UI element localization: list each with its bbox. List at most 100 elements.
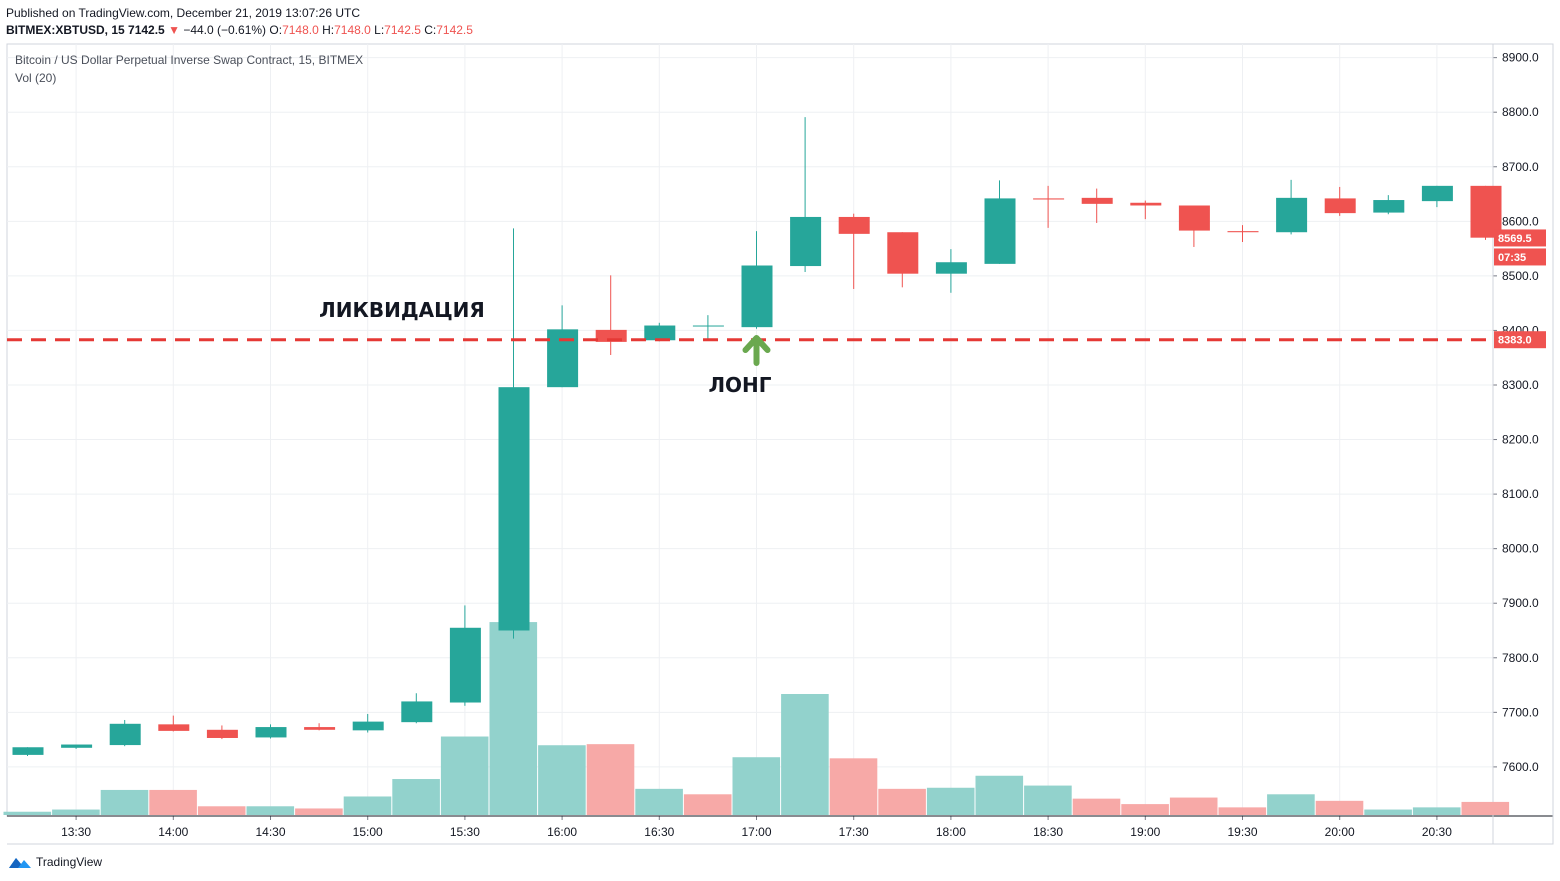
y-tick-label: 8600.0: [1502, 214, 1539, 228]
x-tick-label: 19:30: [1227, 825, 1257, 839]
candle-body[interactable]: [790, 216, 822, 267]
candle-body[interactable]: [935, 262, 967, 274]
volume-bar: [149, 789, 197, 815]
candle-body[interactable]: [61, 744, 93, 748]
y-tick-label: 8000.0: [1502, 542, 1539, 556]
volume-bar: [878, 788, 926, 815]
close-value: 7142.5: [436, 23, 473, 37]
open-label: O:: [269, 23, 283, 37]
last-price: 7142.5: [128, 23, 165, 37]
volume-bar: [52, 809, 100, 815]
candle-body[interactable]: [1276, 197, 1308, 233]
candle-body[interactable]: [352, 721, 384, 731]
volume-bar: [1072, 798, 1121, 815]
annotation-long: ЛОНГ: [708, 373, 771, 397]
open-value: 7148.0: [282, 23, 319, 37]
volume-bar: [538, 745, 586, 815]
candle-body[interactable]: [1373, 200, 1405, 213]
x-tick-label: 14:00: [158, 825, 188, 839]
y-tick-label: 8100.0: [1502, 487, 1539, 501]
candle-body[interactable]: [547, 329, 579, 388]
volume-bar: [829, 758, 878, 815]
bar-countdown-label-bg: [1494, 248, 1546, 266]
tradingview-logo-icon: [9, 858, 31, 868]
volume-bar: [1412, 807, 1461, 815]
x-tick-label: 15:00: [353, 825, 383, 839]
candle-body[interactable]: [12, 747, 44, 755]
liquidation-price-label: 8383.0: [1498, 335, 1532, 347]
volume-bar: [683, 794, 732, 815]
annotation-liquidation: ЛИКВИДАЦИЯ: [319, 298, 485, 322]
volume-bar: [1024, 785, 1072, 815]
published-caption: Published on TradingView.com, December 2…: [6, 6, 360, 20]
candle-body[interactable]: [1324, 198, 1356, 214]
y-tick-label: 7700.0: [1502, 705, 1539, 719]
x-tick-label: 20:00: [1325, 825, 1355, 839]
candle-body[interactable]: [401, 701, 433, 723]
chart-title: Bitcoin / US Dollar Perpetual Inverse Sw…: [15, 53, 363, 67]
candle-body[interactable]: [984, 198, 1016, 264]
footer-brand: TradingView: [8, 855, 102, 869]
candle-body[interactable]: [644, 325, 676, 341]
volume-bar: [246, 806, 295, 815]
bar-countdown-label: 07:35: [1498, 252, 1526, 264]
volume-indicator-label: Vol (20): [15, 71, 56, 85]
candle-body[interactable]: [887, 232, 919, 274]
symbol-name[interactable]: BITMEX:XBTUSD, 15: [6, 23, 125, 37]
x-tick-label: 13:30: [61, 825, 91, 839]
candle-body[interactable]: [109, 723, 141, 746]
volume-bar: [1364, 809, 1412, 815]
volume-bar: [781, 694, 829, 815]
price-axis[interactable]: [1492, 43, 1554, 845]
candle-body[interactable]: [1421, 185, 1453, 202]
close-label: C:: [424, 23, 437, 37]
change-value: −44.0 (−0.61%): [183, 23, 267, 37]
x-tick-label: 15:30: [450, 825, 480, 839]
candle-body[interactable]: [449, 627, 481, 703]
x-tick-label: 20:30: [1422, 825, 1452, 839]
volume-bar: [3, 811, 52, 815]
volume-bar: [440, 736, 489, 815]
candle-body[interactable]: [1470, 185, 1502, 238]
high-label: H:: [322, 23, 335, 37]
candle-body[interactable]: [1178, 205, 1210, 231]
last-price-label-bg: [1494, 229, 1546, 247]
x-tick-label: 16:00: [547, 825, 577, 839]
candle-body[interactable]: [158, 724, 190, 731]
footer-brand-text: TradingView: [36, 855, 103, 869]
candle-body[interactable]: [304, 727, 336, 730]
volume-bar: [635, 788, 683, 815]
candle-body[interactable]: [255, 727, 287, 738]
x-tick-label: 17:00: [741, 825, 771, 839]
candle-body[interactable]: [1081, 197, 1113, 204]
candle-body[interactable]: [838, 216, 870, 234]
y-tick-label: 8700.0: [1502, 160, 1539, 174]
volume-bar: [586, 744, 635, 815]
y-tick-label: 8800.0: [1502, 105, 1539, 119]
volume-bar: [975, 775, 1024, 815]
volume-bar: [1315, 800, 1364, 815]
volume-bar: [343, 796, 392, 815]
y-tick-label: 7600.0: [1502, 760, 1539, 774]
volume-bar: [1267, 794, 1315, 815]
last-price-label: 8569.5: [1498, 233, 1532, 245]
x-tick-label: 19:00: [1130, 825, 1160, 839]
low-value: 7142.5: [384, 23, 421, 37]
y-tick-label: 8300.0: [1502, 378, 1539, 392]
plot-area[interactable]: [6, 43, 1494, 817]
candle-body[interactable]: [741, 265, 773, 328]
volume-bar: [1218, 807, 1267, 815]
candle-body[interactable]: [1033, 198, 1065, 200]
volume-bar: [100, 789, 149, 815]
x-tick-label: 17:30: [839, 825, 869, 839]
high-value: 7148.0: [334, 23, 371, 37]
long-arrow-icon: [742, 335, 771, 366]
candle-body[interactable]: [692, 325, 724, 327]
candle-body[interactable]: [1130, 202, 1162, 206]
volume-bar: [732, 757, 781, 815]
change-arrow-icon: ▼: [168, 23, 180, 37]
candle-body[interactable]: [206, 729, 238, 738]
candle-body[interactable]: [1227, 231, 1259, 233]
candle-body[interactable]: [498, 387, 530, 631]
